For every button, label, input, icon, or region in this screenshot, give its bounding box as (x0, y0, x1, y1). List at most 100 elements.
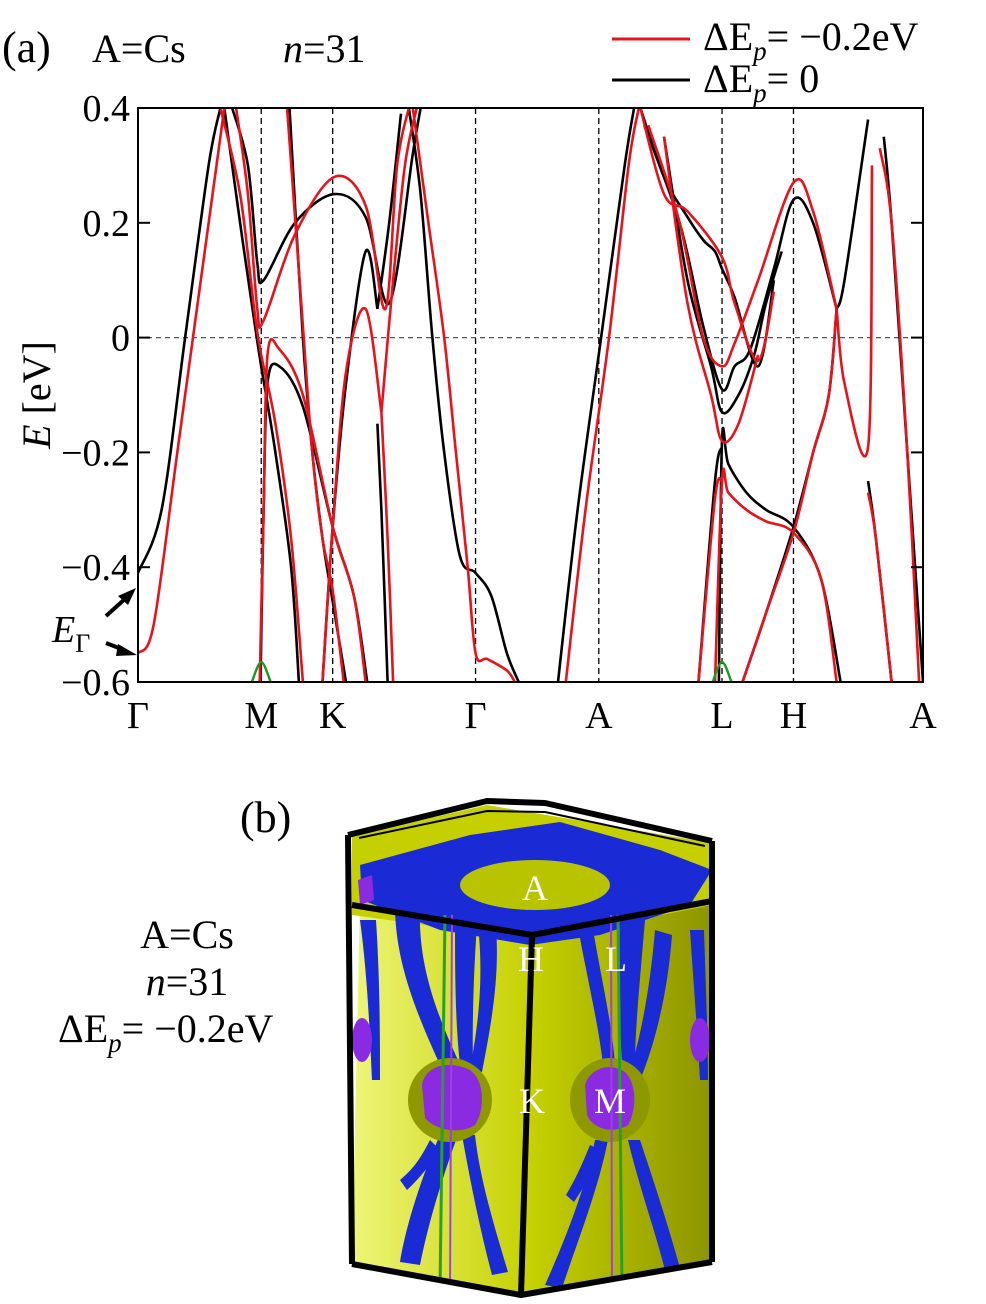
x-tick-label-6: H (780, 695, 807, 737)
red-band-4 (285, 108, 345, 682)
x-tick-label-2: K (319, 695, 347, 737)
blue-band-edge-left (360, 920, 380, 1080)
red-band-18 (878, 147, 921, 682)
e-gamma-arrowhead-1 (118, 588, 136, 605)
x-tick-label-1: M (244, 695, 278, 737)
red-band-8 (411, 108, 516, 682)
black-band-16 (835, 119, 870, 310)
red-band-12 (662, 136, 760, 444)
bz-left-edge (345, 834, 355, 1265)
red-band-1 (219, 108, 305, 682)
blue-band-right-lower-3 (566, 1145, 600, 1202)
y-tick-label-4: −0.4 (61, 547, 130, 589)
purple-pocket-edge-right (690, 1018, 710, 1062)
e-gamma-arrowhead-2 (116, 644, 137, 656)
panel-b-n: n=31 (146, 959, 229, 1004)
black-band-8 (407, 108, 520, 682)
y-tick-label-3: −0.2 (61, 432, 130, 474)
purple-line-right (610, 914, 613, 1291)
legend-red-text: ΔEp= −0.2eV (703, 14, 919, 66)
black-band-3 (259, 362, 369, 682)
red-band-9 (564, 108, 641, 682)
black-band-9 (556, 108, 636, 682)
x-tick-label-7: A (909, 695, 937, 737)
bz-mid-hexagon-2 (531, 898, 713, 938)
purple-pocket-top-left (358, 875, 374, 905)
y-tick-label-2: 0 (111, 318, 130, 360)
green-line-right (616, 914, 624, 1291)
y-axis-label: E [eV] (14, 341, 59, 450)
blue-band-right-lower-2 (628, 1140, 680, 1270)
x-tick-label-3: Γ (465, 695, 487, 737)
black-band-2 (230, 108, 422, 306)
blue-band-left-upper-2 (455, 910, 478, 1065)
e-gamma-label: EΓ (51, 609, 90, 658)
black-band-12 (662, 136, 783, 415)
high-symmetry-lines (260, 108, 795, 682)
bz-label-H: H (518, 939, 544, 979)
red-band-6 (380, 412, 395, 682)
black-band-1 (223, 108, 301, 682)
red-band-0 (138, 108, 226, 655)
red-band-3 (258, 338, 367, 682)
bz-mid-hexagon (351, 902, 533, 938)
bz-label-A: A (522, 868, 548, 908)
red-band-2 (234, 108, 411, 330)
bz-label-L: L (605, 939, 627, 979)
y-tick-label-1: 0.2 (83, 203, 131, 245)
red-band-5 (321, 306, 383, 682)
green-band-0 (250, 660, 272, 682)
bz-top-hexagon (347, 798, 713, 844)
red-band-17 (866, 492, 893, 682)
black-band-6 (376, 423, 389, 682)
blue-band-right-upper-3 (630, 930, 672, 1075)
bands (138, 108, 923, 682)
green-band-1 (711, 660, 733, 682)
y-tick-label-5: −0.6 (61, 662, 130, 704)
x-tick-label-5: L (710, 695, 733, 737)
black-band-0 (138, 108, 222, 574)
panel-a-label: (a) (2, 23, 51, 72)
blue-band-left-upper-3 (470, 925, 497, 1072)
red-band-10 (639, 108, 776, 362)
plot-frame (137, 107, 924, 683)
legend-black-text: ΔEp= 0 (703, 56, 819, 108)
bz-top-inner (358, 810, 706, 847)
bz-label-K: K (519, 1081, 545, 1121)
red-band-13 (713, 467, 838, 682)
bz-bottom (351, 1259, 713, 1298)
e-gamma-arrow-1 (104, 596, 128, 618)
blue-band-left-lower-2 (462, 1135, 508, 1275)
yellow-a-hole (460, 860, 610, 910)
purple-line-left (449, 914, 453, 1291)
red-band-14 (697, 476, 724, 682)
black-band-13 (717, 426, 842, 682)
panel-b-shift: ΔEp= −0.2eV (58, 1006, 274, 1058)
red-band-16 (835, 165, 874, 458)
purple-pocket-edge-left (352, 1018, 372, 1062)
y-ticks: 0.4 0.2 0 −0.2 −0.4 −0.6 (61, 88, 923, 704)
red-band-7 (380, 108, 418, 413)
black-band-5 (321, 248, 379, 682)
x-tick-label-4: A (585, 695, 613, 737)
purple-pocket-right (585, 1067, 635, 1130)
blue-band-left-lower-3 (400, 1140, 440, 1190)
panel-a-compound: A=Cs (92, 26, 186, 71)
bz-label-M: M (594, 1081, 626, 1121)
red-band-11 (647, 124, 838, 368)
black-band-10 (639, 108, 776, 368)
blue-band-right-lower (545, 1140, 608, 1288)
green-line-left (438, 914, 447, 1291)
blue-band-right-upper (575, 910, 615, 1065)
bz-center-edge (518, 934, 535, 1296)
brillouin-zone-edges (345, 798, 715, 1298)
legend: ΔEp= −0.2eV ΔEp= 0 (612, 14, 919, 108)
blue-band-right-upper-2 (619, 920, 645, 1065)
x-tick-label-0: Γ (127, 695, 149, 737)
panel-b-compound: A=Cs (140, 912, 234, 957)
green-bands (250, 660, 733, 682)
red-band-15 (741, 308, 838, 682)
